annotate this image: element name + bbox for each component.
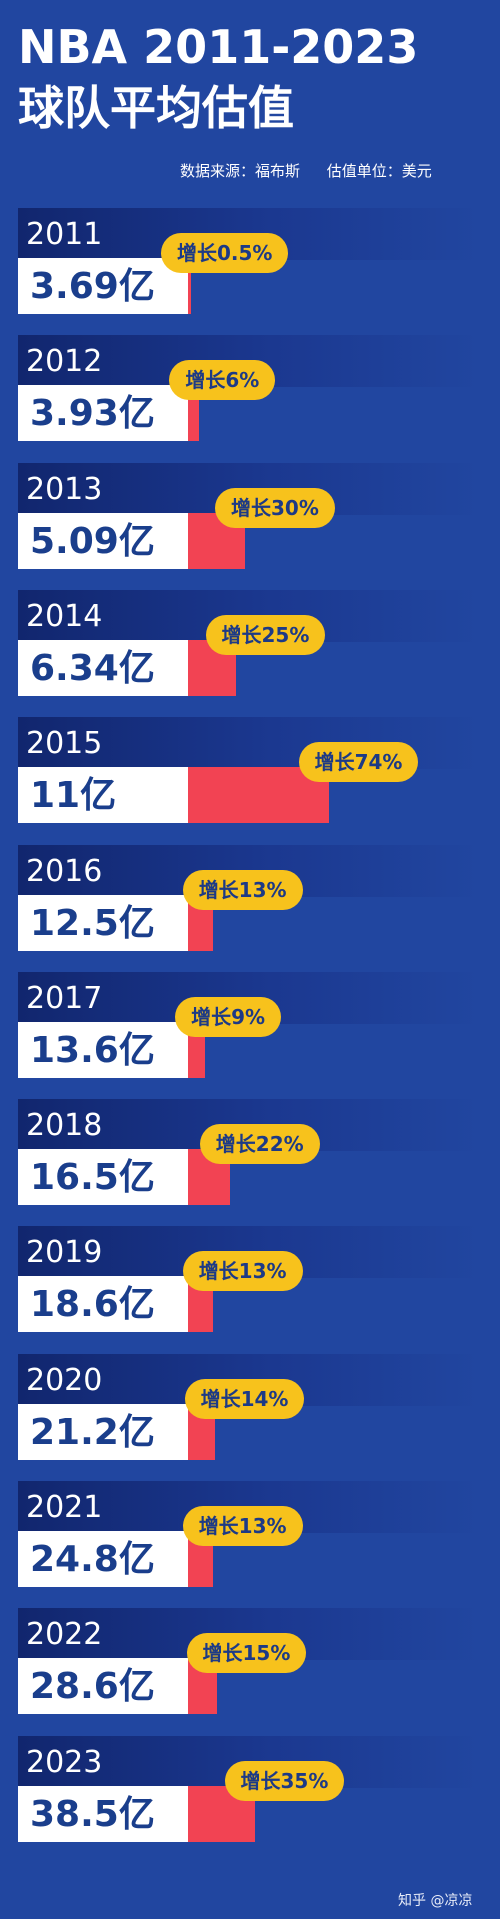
growth-pill: 增长25% [205, 614, 326, 655]
value-box: 12.5亿 [18, 894, 188, 951]
watermark: 知乎 @凉凉 [398, 1893, 473, 1909]
chart-row-2011: 2011 3.69亿 增长0.5% [0, 208, 500, 318]
chart-row-2019: 2019 18.6亿 增长13% [0, 1226, 500, 1336]
value-label: 13.6亿 [30, 1029, 155, 1071]
page-title-line2: 球队平均估值 [18, 81, 294, 135]
chart-row-2015: 2015 11亿 增长74% [0, 717, 500, 827]
value-box: 21.2亿 [18, 1403, 188, 1460]
year-label: 2015 [26, 726, 103, 762]
chart-row-2023: 2023 38.5亿 增长35% [0, 1735, 500, 1846]
chart-row-2016: 2016 12.5亿 增长13% [0, 844, 500, 955]
value-label: 3.69亿 [30, 266, 155, 307]
growth-pill: 增长14% [184, 1378, 305, 1419]
year-label: 2023 [26, 1744, 103, 1780]
chart-row-2013: 2013 5.09亿 增长30% [0, 462, 500, 573]
value-box: 3.69亿 [18, 258, 188, 314]
value-label: 5.09亿 [30, 520, 155, 562]
value-box: 16.5亿 [18, 1149, 188, 1206]
year-label: 2020 [26, 1362, 103, 1398]
year-label: 2019 [26, 1235, 103, 1271]
chart-row-2021: 2021 24.8亿 增长13% [0, 1481, 500, 1591]
growth-pill: 增长35% [224, 1760, 345, 1801]
page-title-line1: NBA 2011-2023 [18, 20, 419, 74]
value-label: 6.34亿 [30, 647, 155, 689]
growth-pill: 增长6% [169, 360, 276, 401]
unit-label: 估值单位：美元 [326, 162, 432, 180]
chart-row-2022: 2022 28.6亿 增长15% [0, 1608, 500, 1718]
growth-pill: 增长30% [215, 487, 335, 528]
value-box: 5.09亿 [18, 512, 188, 569]
growth-pill: 增长13% [182, 1251, 303, 1292]
growth-pill: 增长13% [182, 1506, 303, 1546]
growth-pill: 增长0.5% [161, 233, 289, 273]
year-label: 2012 [26, 344, 103, 380]
year-label: 2016 [26, 853, 103, 889]
growth-bar [188, 258, 191, 314]
source-label: 数据来源：福布斯 [180, 162, 301, 180]
chart-row-2020: 2020 21.2亿 增长14% [0, 1353, 500, 1464]
growth-pill: 增长74% [298, 742, 419, 783]
chart-row-2012: 2012 3.93亿 增长6% [0, 335, 500, 445]
chart-row-2017: 2017 13.6亿 增长9% [0, 971, 500, 1082]
value-label: 18.6亿 [30, 1284, 155, 1326]
year-label: 2018 [26, 1108, 103, 1144]
source-note: 数据来源：福布斯 估值单位：美元 [180, 160, 432, 181]
year-label: 2011 [26, 217, 103, 252]
growth-bar [188, 385, 200, 442]
value-box: 13.6亿 [18, 1021, 188, 1078]
value-box: 24.8亿 [18, 1531, 188, 1587]
chart-row-2014: 2014 6.34亿 增长25% [0, 589, 500, 700]
value-box: 38.5亿 [18, 1785, 188, 1842]
value-box: 11亿 [18, 767, 188, 824]
growth-pill: 增长15% [186, 1633, 307, 1674]
value-label: 11亿 [30, 775, 117, 817]
value-label: 21.2亿 [30, 1411, 155, 1453]
chart-row-2018: 2018 16.5亿 增长22% [0, 1099, 500, 1209]
value-label: 16.5亿 [30, 1157, 155, 1199]
value-label: 38.5亿 [30, 1793, 155, 1835]
growth-pill: 增长13% [182, 869, 303, 910]
growth-pill: 增长9% [175, 996, 282, 1037]
value-label: 3.93亿 [30, 393, 155, 435]
growth-pill: 增长22% [199, 1124, 320, 1165]
year-label: 2021 [26, 1490, 103, 1525]
value-label: 28.6亿 [30, 1666, 155, 1708]
value-box: 28.6亿 [18, 1658, 188, 1715]
value-label: 24.8亿 [30, 1539, 155, 1580]
year-label: 2014 [26, 598, 103, 634]
value-label: 12.5亿 [30, 902, 155, 944]
value-box: 18.6亿 [18, 1276, 188, 1333]
year-label: 2013 [26, 471, 103, 507]
value-box: 3.93亿 [18, 385, 188, 442]
year-label: 2022 [26, 1617, 103, 1653]
year-label: 2017 [26, 980, 103, 1016]
value-box: 6.34亿 [18, 639, 188, 696]
